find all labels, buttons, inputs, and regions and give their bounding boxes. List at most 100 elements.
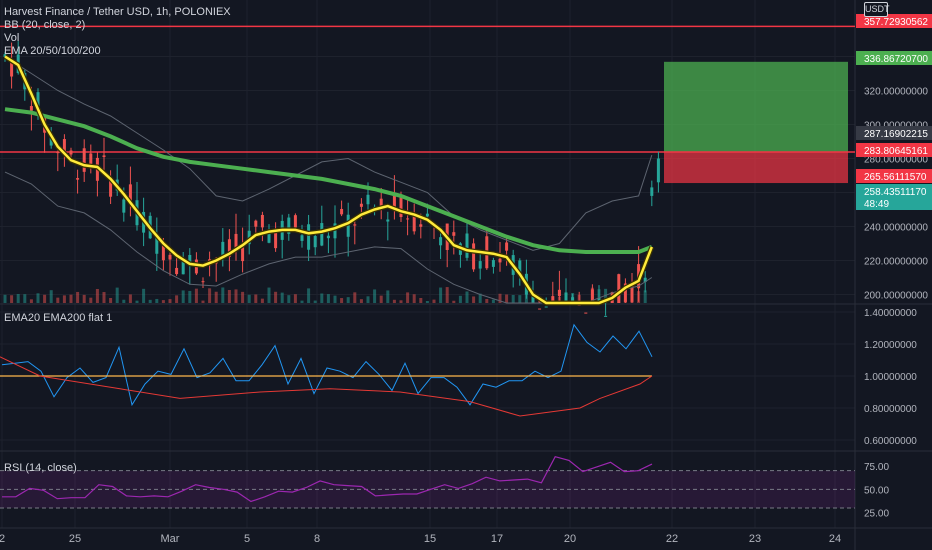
candle-body bbox=[340, 208, 344, 215]
volume-bar bbox=[69, 294, 73, 303]
volume-bar bbox=[128, 294, 132, 303]
volume-bar bbox=[142, 288, 146, 303]
volume-bar bbox=[300, 300, 304, 303]
ratio-pane bbox=[0, 323, 653, 417]
candle-body bbox=[419, 224, 423, 227]
candle-body bbox=[82, 148, 86, 172]
price-tag-label: 357.72930562 bbox=[864, 17, 928, 28]
ratio-fast-line bbox=[1, 323, 653, 407]
indicator-bb[interactable]: BB (20, close, 2) bbox=[4, 19, 86, 31]
volume-bar bbox=[280, 292, 284, 303]
volume-bar bbox=[29, 299, 33, 303]
time-tick-label: 20 bbox=[564, 533, 576, 545]
candle-body bbox=[491, 260, 495, 267]
volume-bar bbox=[366, 296, 370, 303]
volume-bar bbox=[135, 300, 139, 303]
candle-body bbox=[188, 254, 192, 266]
volume-bar bbox=[333, 295, 337, 303]
candle-body bbox=[379, 198, 383, 207]
price-tick-label: 320.00000000 bbox=[864, 87, 928, 98]
candle-body bbox=[505, 242, 509, 251]
rsi-pane bbox=[0, 455, 855, 509]
candle-body bbox=[557, 289, 561, 297]
candle-body bbox=[155, 234, 159, 254]
candle-body bbox=[241, 247, 245, 262]
volume-bar bbox=[241, 291, 245, 303]
currency-badge[interactable]: USDT bbox=[864, 2, 890, 17]
time-tick-label: 5 bbox=[244, 533, 250, 545]
volume-bar bbox=[313, 300, 317, 303]
volume-bar bbox=[485, 298, 489, 303]
volume-bar bbox=[201, 300, 205, 303]
volume-bar bbox=[214, 291, 218, 303]
rsi-tick-label: 25.00 bbox=[864, 509, 889, 520]
candle-body bbox=[538, 308, 542, 310]
time-tick-label: 17 bbox=[491, 533, 503, 545]
candle-body bbox=[425, 213, 429, 217]
volume-bar bbox=[524, 290, 528, 303]
volume-bar bbox=[478, 293, 482, 303]
candle-body bbox=[29, 106, 33, 111]
indicator-vol[interactable]: Vol bbox=[4, 32, 20, 44]
volume-bar bbox=[115, 287, 119, 303]
volume-bar bbox=[458, 295, 462, 303]
candle-body bbox=[254, 220, 258, 227]
volume-bar bbox=[260, 298, 264, 303]
price-tag-label: 283.80645161 bbox=[864, 146, 928, 157]
position-stop-zone bbox=[664, 152, 848, 184]
volume-bar bbox=[353, 292, 357, 303]
volume-bar bbox=[346, 297, 350, 303]
volume-bar bbox=[577, 294, 581, 303]
volume-bar bbox=[617, 293, 621, 303]
volume-bar bbox=[491, 299, 495, 303]
bb-upper-line bbox=[4, 56, 653, 251]
candle-body bbox=[300, 235, 304, 241]
volume-bar bbox=[62, 295, 66, 303]
volume-bar bbox=[16, 294, 20, 303]
countdown-label: 48:49 bbox=[864, 199, 889, 210]
candle-body bbox=[353, 224, 357, 226]
volume-bar bbox=[505, 294, 509, 303]
candle-body bbox=[643, 277, 647, 283]
volume-bar bbox=[439, 287, 443, 303]
ratio-legend[interactable]: EMA20 EMA200 flat 1 bbox=[4, 312, 113, 324]
candle-body bbox=[544, 306, 548, 308]
volume-bar bbox=[3, 294, 7, 303]
candle-body bbox=[234, 233, 238, 248]
candle-body bbox=[326, 235, 330, 239]
volume-bar bbox=[643, 290, 647, 303]
volume-bar bbox=[49, 290, 53, 303]
indicator-ema[interactable]: EMA 20/50/100/200 bbox=[4, 45, 101, 57]
price-tag bbox=[856, 51, 932, 65]
candle-body bbox=[175, 267, 179, 275]
price-pane bbox=[0, 25, 855, 317]
volume-bar bbox=[109, 297, 113, 303]
volume-bar bbox=[227, 289, 231, 303]
volume-bar bbox=[637, 291, 641, 303]
ema-slow-line bbox=[4, 107, 653, 254]
time-tick-label: 8 bbox=[314, 533, 320, 545]
time-axis: 2 25 Mar 5 8 15 17 20 22 23 24 bbox=[0, 533, 841, 545]
price-tag-label: 265.56111570 bbox=[864, 172, 927, 183]
price-tag-label: 336.86720700 bbox=[864, 54, 928, 65]
candle-body bbox=[584, 312, 588, 314]
volume-bar bbox=[623, 299, 627, 303]
candle-body bbox=[406, 218, 410, 220]
candle-body bbox=[465, 233, 469, 258]
volume-bar bbox=[95, 288, 99, 303]
symbol-title[interactable]: Harvest Finance / Tether USD, 1h, POLONI… bbox=[4, 6, 231, 18]
volume-bar bbox=[188, 290, 192, 303]
volume-bar bbox=[340, 298, 344, 303]
rsi-legend[interactable]: RSI (14, close) bbox=[4, 462, 77, 474]
candle-body bbox=[76, 178, 80, 180]
price-axis: 340.00000000320.00000000300.00000000280.… bbox=[864, 53, 928, 520]
time-tick-label: Mar bbox=[161, 533, 180, 545]
volume-bar bbox=[76, 291, 80, 303]
candle-body bbox=[472, 243, 476, 270]
volume-bar bbox=[194, 288, 198, 303]
volume-bar bbox=[399, 300, 403, 303]
price-tags: 357.72930562 336.86720700 287.16902215 283.… bbox=[856, 14, 932, 210]
candle-body bbox=[3, 54, 7, 57]
volume-bar bbox=[392, 299, 396, 303]
